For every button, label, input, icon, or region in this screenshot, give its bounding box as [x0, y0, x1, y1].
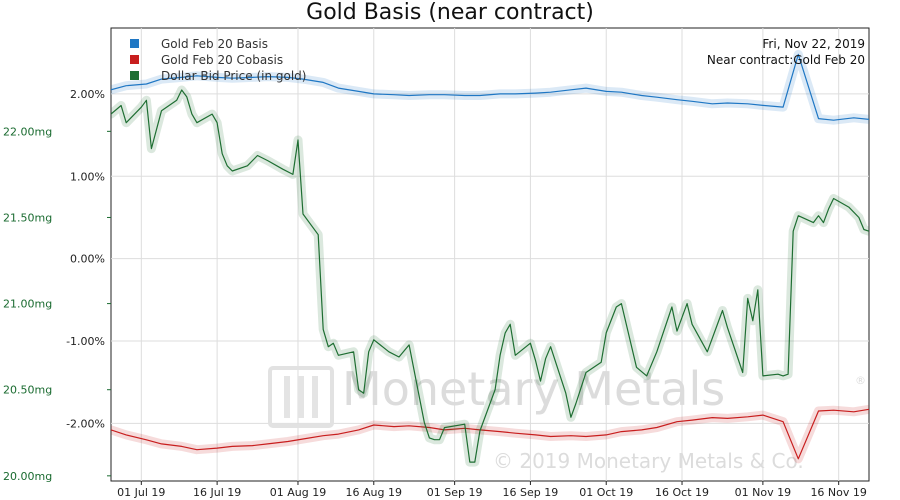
legend-label-dollar-bid: Dollar Bid Price (in gold) [161, 69, 306, 83]
legend-swatch-dollar-bid [130, 71, 139, 80]
legend-item-basis[interactable]: Gold Feb 20 Basis [130, 37, 268, 51]
x-tick-label: 16 Aug 19 [346, 486, 402, 499]
x-tick-label: 01 Jul 19 [117, 486, 165, 499]
y-right-tick-label: 2.00% [70, 88, 105, 101]
series-layer [111, 49, 869, 467]
series-line-gold-feb-20-cobasis [111, 408, 869, 460]
x-tick-label: 01 Aug 19 [270, 486, 326, 499]
y-right-tick-label: -2.00% [66, 417, 105, 430]
watermark-registered: ® [855, 374, 866, 387]
y-left-tick-label: 22.00mg [3, 125, 52, 138]
legend-item-dollar-bid[interactable]: Dollar Bid Price (in gold) [130, 69, 306, 83]
chart-title: Gold Basis (near contract) [306, 0, 594, 25]
legend: Gold Feb 20 Basis Gold Feb 20 Cobasis Do… [130, 37, 306, 83]
info-box: Fri, Nov 22, 2019 Near contract:Gold Feb… [707, 37, 865, 67]
y-left-tick-label: 20.00mg [3, 470, 52, 483]
legend-swatch-cobasis [130, 55, 139, 64]
grid [111, 28, 869, 481]
x-tick-label: 01 Sep 19 [427, 486, 483, 499]
watermark-logo-mark [268, 366, 334, 428]
x-tick-label: 01 Oct 19 [579, 486, 633, 499]
series-line-dollar-bid-price-in-gold [111, 89, 869, 463]
x-tick-label: 01 Nov 19 [735, 486, 791, 499]
y-left-tick-label: 21.00mg [3, 298, 52, 311]
y-left-tick-label: 20.50mg [3, 384, 52, 397]
legend-label-basis: Gold Feb 20 Basis [161, 37, 268, 51]
x-tick-label: 16 Nov 19 [810, 486, 866, 499]
legend-item-cobasis[interactable]: Gold Feb 20 Cobasis [130, 53, 283, 67]
watermark: Monetary Metals ® © 2019 Monetary Metals… [268, 362, 866, 473]
x-tick-label: 16 Jul 19 [193, 486, 241, 499]
info-near-contract: Near contract:Gold Feb 20 [707, 53, 865, 67]
axes: 01 Jul 19 16 Jul 19 01 Aug 19 16 Aug 19 01 S… [3, 88, 867, 499]
x-tick-label: 16 Sep 19 [503, 486, 559, 499]
legend-label-cobasis: Gold Feb 20 Cobasis [161, 53, 283, 67]
y-right-tick-label: -1.00% [66, 335, 105, 348]
y-right-tick-label: 1.00% [70, 170, 105, 183]
info-date: Fri, Nov 22, 2019 [762, 37, 865, 51]
watermark-copyright: © 2019 Monetary Metals & Co. [493, 449, 804, 473]
watermark-brand: Monetary Metals [342, 362, 725, 416]
legend-swatch-basis [130, 39, 139, 48]
x-tick-label: 16 Oct 19 [655, 486, 709, 499]
y-right-tick-label: 0.00% [70, 253, 105, 266]
y-left-tick-label: 21.50mg [3, 211, 52, 224]
series-line-gold-feb-20-basis [111, 53, 869, 121]
